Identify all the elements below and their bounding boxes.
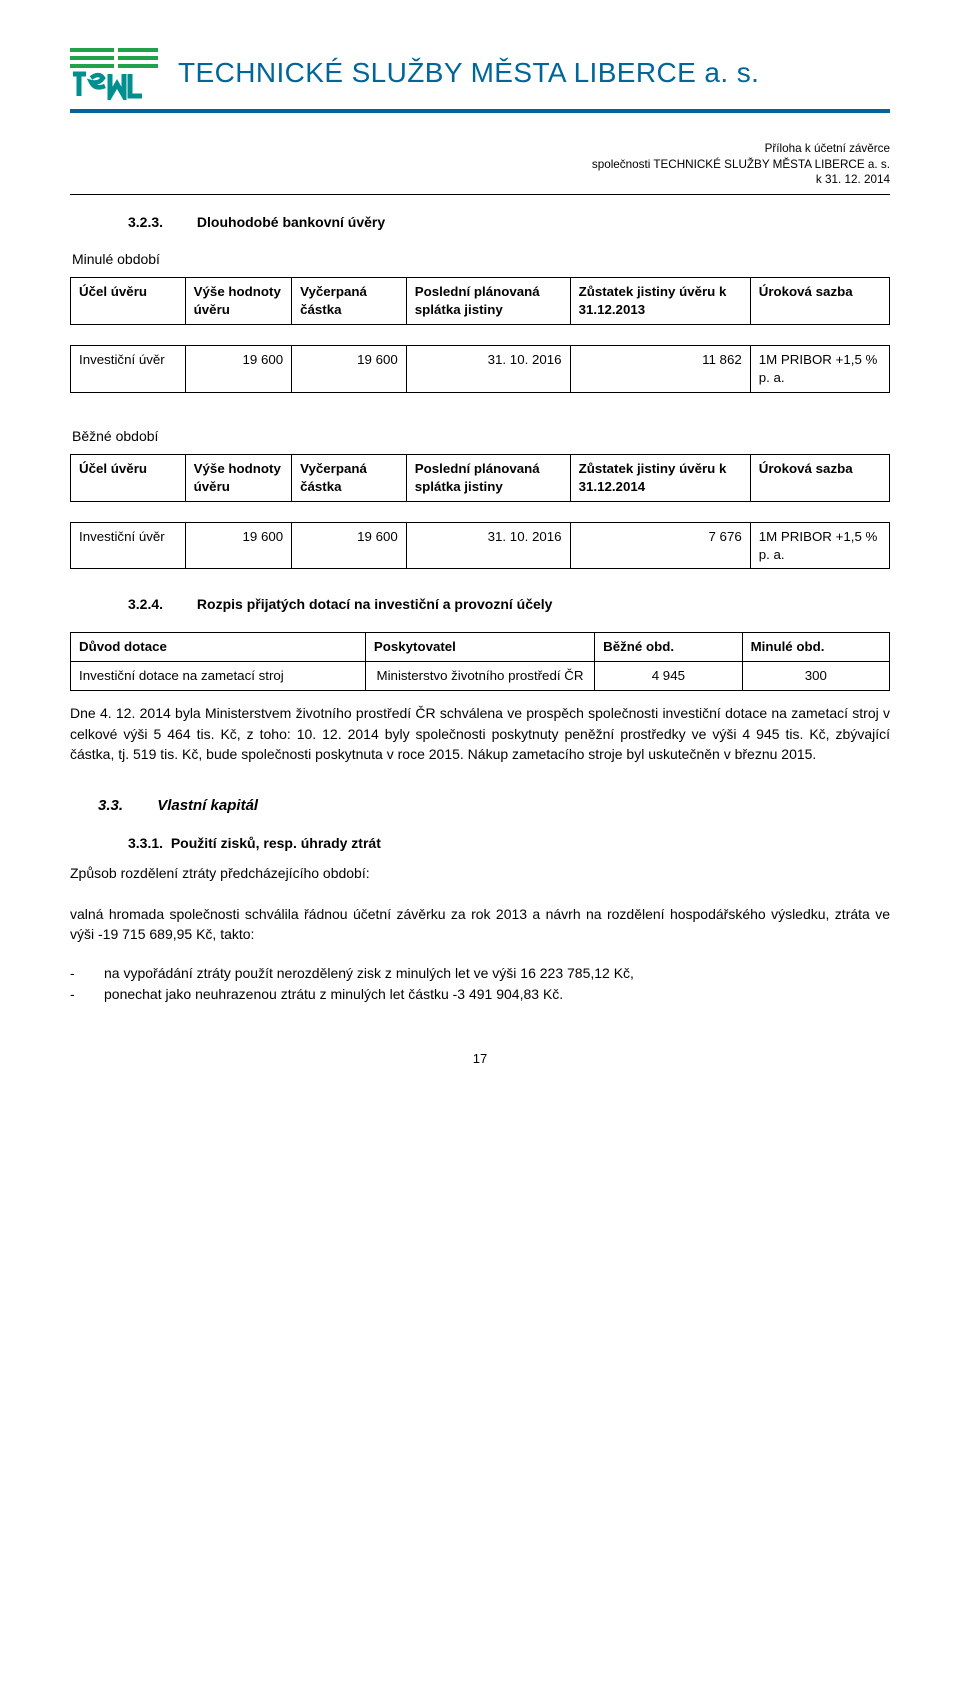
list-item: ponechat jako neuhrazenou ztrátu z minul… [70, 985, 890, 1004]
bullet-list: na vypořádání ztráty použít nerozdělený … [70, 964, 890, 1004]
section-title: Použití zisků, resp. úhrady ztrát [171, 835, 381, 851]
header-rule [70, 109, 890, 113]
col-prev: Minulé obd. [742, 633, 889, 662]
cell-purpose: Investiční úvěr [71, 345, 186, 392]
section-323: 3.2.3. Dlouhodobé bankovní úvěry [128, 213, 890, 232]
col-balance: Zůstatek jistiny úvěru k 31.12.2014 [579, 461, 727, 494]
col-lastinst: Poslední plánovaná splátka jistiny [415, 284, 540, 317]
col-reason: Důvod dotace [71, 633, 366, 662]
cell-balance: 7 676 [570, 522, 750, 569]
section-title: Dlouhodobé bankovní úvěry [197, 214, 385, 230]
valna-paragraph: valná hromada společnosti schválila řádn… [70, 904, 890, 945]
period-curr-label: Běžné období [72, 427, 890, 446]
col-drawn: Vyčerpaná částka [300, 461, 367, 494]
table-row: Investiční úvěr 19 600 19 600 31. 10. 20… [71, 522, 890, 569]
dotace-paragraph: Dne 4. 12. 2014 byla Ministerstvem život… [70, 703, 890, 764]
company-title: TECHNICKÉ SLUŽBY MĚSTA LIBERCE a. s. [178, 54, 759, 92]
cell-purpose: Investiční úvěr [71, 522, 186, 569]
table-row: Investiční dotace na zametací stroj Mini… [71, 662, 890, 691]
period-prev-label: Minulé období [72, 250, 890, 269]
col-amount: Výše hodnoty úvěru [194, 284, 281, 317]
section-number: 3.3. [98, 796, 123, 816]
col-purpose: Účel úvěru [79, 284, 147, 299]
loans-prev-table-body: Investiční úvěr 19 600 19 600 31. 10. 20… [70, 345, 890, 393]
section-number: 3.3.1. [128, 835, 163, 851]
cell-rate: 1M PRIBOR +1,5 % p. a. [750, 522, 889, 569]
col-lastinst: Poslední plánovaná splátka jistiny [415, 461, 540, 494]
page-number: 17 [70, 1050, 890, 1068]
cell-amount: 19 600 [185, 522, 291, 569]
section-number: 3.2.4. [128, 595, 163, 614]
col-drawn: Vyčerpaná částka [300, 284, 367, 317]
loans-prev-table-header: Účel úvěru Výše hodnoty úvěru Vyčerpaná … [70, 277, 890, 325]
cell-lastinst: 31. 10. 2016 [406, 522, 570, 569]
cell-reason: Investiční dotace na zametací stroj [71, 662, 366, 691]
cell-provider: Ministerstvo životního prostředí ČR [365, 662, 594, 691]
cell-drawn: 19 600 [292, 522, 407, 569]
annex-line: Příloha k účetní závěrce [70, 141, 890, 157]
annex-line: k 31. 12. 2014 [70, 172, 890, 188]
cell-rate: 1M PRIBOR +1,5 % p. a. [750, 345, 889, 392]
list-item: na vypořádání ztráty použít nerozdělený … [70, 964, 890, 983]
col-provider: Poskytovatel [365, 633, 594, 662]
col-amount: Výše hodnoty úvěru [194, 461, 281, 494]
annex-block: Příloha k účetní závěrce společnosti TEC… [70, 141, 890, 195]
section-324: 3.2.4. Rozpis přijatých dotací na invest… [128, 595, 890, 614]
section-number: 3.2.3. [128, 213, 163, 232]
table-row: Investiční úvěr 19 600 19 600 31. 10. 20… [71, 345, 890, 392]
cell-drawn: 19 600 [292, 345, 407, 392]
section-331: 3.3.1. Použití zisků, resp. úhrady ztrát [128, 834, 890, 853]
section-title: Rozpis přijatých dotací na investiční a … [197, 596, 553, 612]
cell-amount: 19 600 [185, 345, 291, 392]
cell-lastinst: 31. 10. 2016 [406, 345, 570, 392]
cell-prev: 300 [742, 662, 889, 691]
annex-line: společnosti TECHNICKÉ SLUŽBY MĚSTA LIBER… [70, 157, 890, 173]
document-header: TECHNICKÉ SLUŽBY MĚSTA LIBERCE a. s. [70, 40, 890, 105]
col-balance: Zůstatek jistiny úvěru k 31.12.2013 [579, 284, 727, 317]
col-purpose: Účel úvěru [79, 461, 147, 476]
col-curr: Běžné obd. [595, 633, 742, 662]
col-rate: Úroková sazba [759, 461, 853, 476]
section-33: 3.3. Vlastní kapitál [98, 796, 890, 816]
loans-curr-table-header: Účel úvěru Výše hodnoty úvěru Vyčerpaná … [70, 454, 890, 502]
company-logo [70, 40, 160, 105]
section-title: Vlastní kapitál [157, 797, 258, 814]
zpusob-line: Způsob rozdělení ztráty předcházejícího … [70, 863, 890, 883]
col-rate: Úroková sazba [759, 284, 853, 299]
loans-curr-table-body: Investiční úvěr 19 600 19 600 31. 10. 20… [70, 522, 890, 570]
dotace-table: Důvod dotace Poskytovatel Běžné obd. Min… [70, 632, 890, 691]
cell-balance: 11 862 [570, 345, 750, 392]
cell-curr: 4 945 [595, 662, 742, 691]
